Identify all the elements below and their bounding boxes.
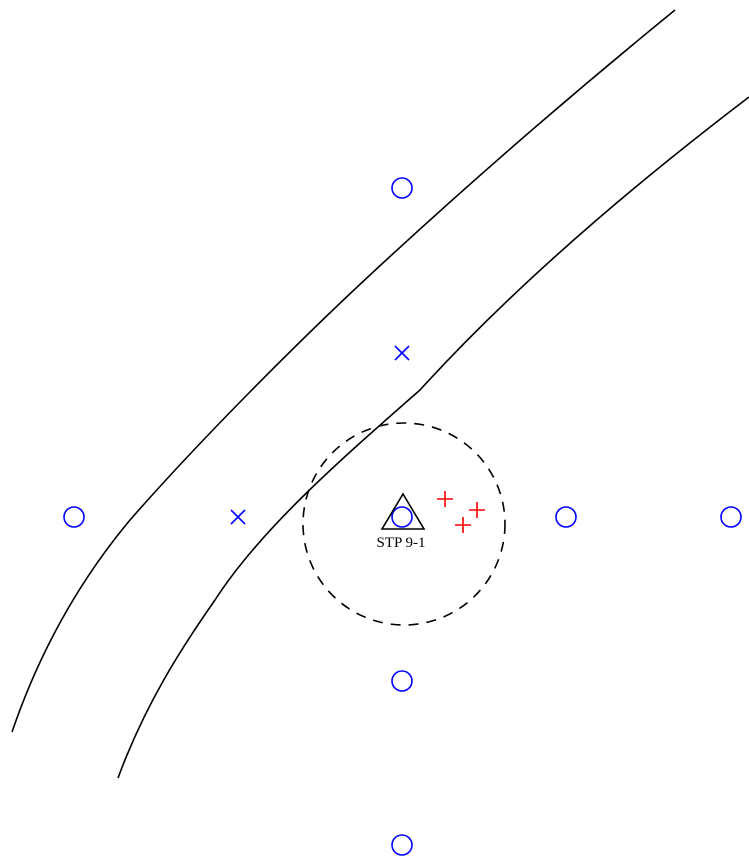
triangle-icon <box>380 492 426 530</box>
x-icon <box>230 509 246 525</box>
plus-icon <box>469 502 485 518</box>
survey-radius-circle <box>302 422 506 626</box>
plus-icon <box>437 491 453 507</box>
circle-icon <box>555 506 577 528</box>
circle-icon <box>391 177 413 199</box>
circle-icon <box>63 506 85 528</box>
circle-icon <box>391 506 413 528</box>
circle-icon <box>720 506 742 528</box>
x-icon <box>394 345 410 361</box>
circle-icon <box>391 834 413 856</box>
circle-icon <box>391 670 413 692</box>
plus-icon <box>455 517 471 533</box>
road-edge-south <box>117 96 749 779</box>
road-edge-north <box>11 9 676 733</box>
datum-label: STP 9-1 <box>376 535 425 551</box>
